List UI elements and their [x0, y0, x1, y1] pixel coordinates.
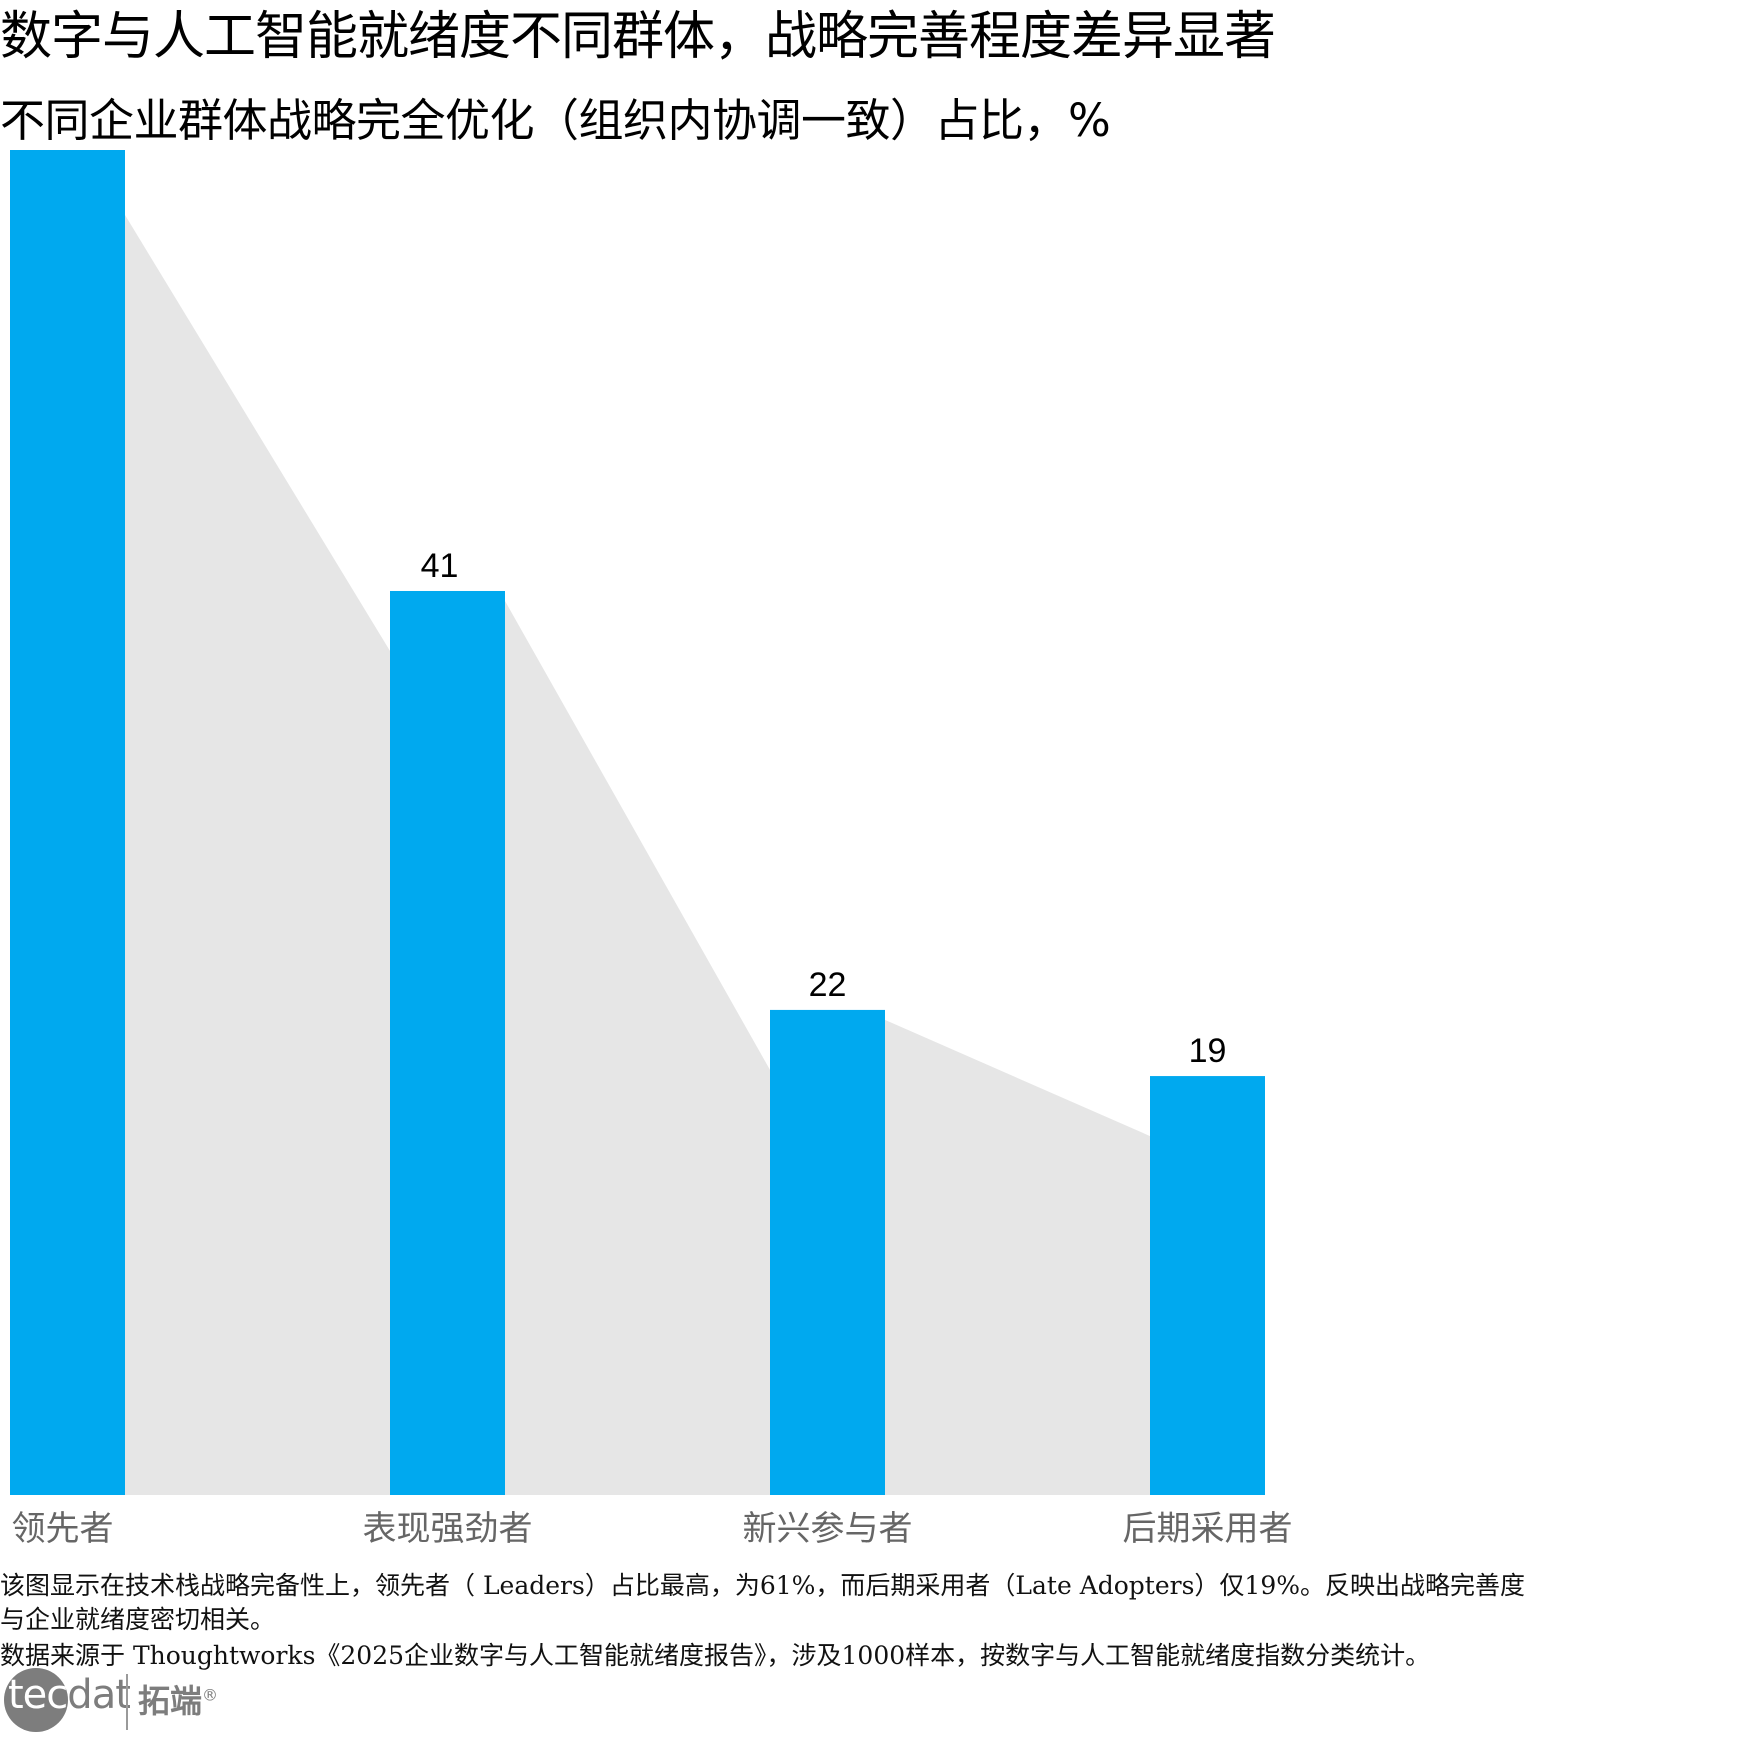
tecdat-logo: tecdat 拓端® [4, 1668, 218, 1732]
logo-circle [4, 1668, 68, 1732]
note-line-2: 与企业就绪度密切相关。 [0, 1605, 276, 1634]
category-label-3: 新兴参与者 [743, 1509, 913, 1549]
logo-chinese-name: 拓端® [138, 1682, 219, 1720]
data-label-4: 19 [1189, 1032, 1227, 1070]
source-note: 数据来源于 Thoughtworks《2025企业数字与人工智能就绪度报告》，涉… [0, 1641, 1431, 1670]
bar-4 [1150, 1076, 1265, 1495]
bar-3 [770, 1009, 885, 1495]
logo-wordmark: tecdat [8, 1672, 131, 1718]
category-label-4: 后期采用者 [1123, 1509, 1293, 1549]
category-label-1: 领先者 [12, 1509, 114, 1549]
bar-1 [10, 150, 125, 1495]
note-line-1: 该图显示在技术栈战略完备性上，领先者（ Leaders）占比最高，为61%，而后… [0, 1571, 1525, 1600]
bar-2 [390, 590, 505, 1495]
logo-divider [126, 1674, 128, 1730]
chart-subtitle: 不同企业群体战略完全优化（组织内协调一致）占比，% [0, 94, 1111, 147]
trend-area [125, 215, 1265, 1495]
data-label-2: 41 [421, 547, 459, 585]
category-label-2: 表现强劲者 [363, 1509, 533, 1549]
chart-title: 数字与人工智能就绪度不同群体，战略完善程度差异显著 [0, 7, 1276, 67]
data-label-3: 22 [809, 966, 847, 1004]
bar-chart: 领先者 41 表现强劲者 22 新兴参与者 19 后期采用者 [10, 150, 1293, 1549]
